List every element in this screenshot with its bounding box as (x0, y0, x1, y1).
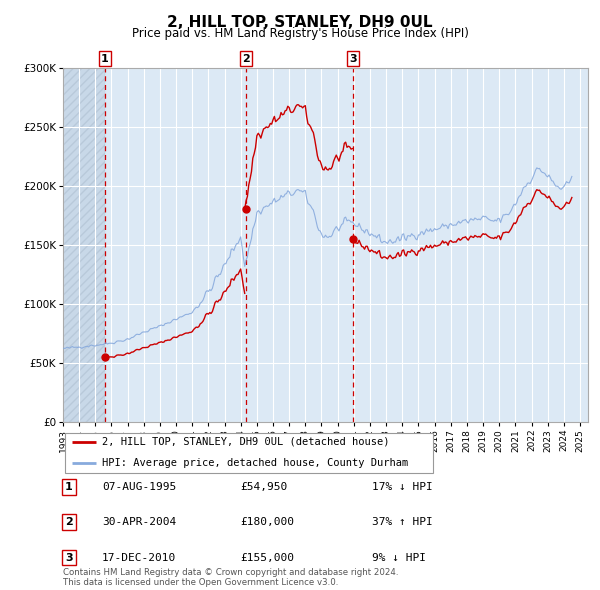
Text: 17-DEC-2010: 17-DEC-2010 (102, 553, 176, 562)
Text: 07-AUG-1995: 07-AUG-1995 (102, 482, 176, 491)
Bar (63, 68, 105, 422)
Text: 37% ↑ HPI: 37% ↑ HPI (372, 517, 433, 527)
Text: Price paid vs. HM Land Registry's House Price Index (HPI): Price paid vs. HM Land Registry's House … (131, 27, 469, 40)
Text: 1: 1 (65, 482, 73, 491)
Bar (63, 68, 105, 422)
Text: 9% ↓ HPI: 9% ↓ HPI (372, 553, 426, 562)
Text: 1: 1 (101, 54, 109, 64)
Text: £155,000: £155,000 (240, 553, 294, 562)
Text: 17% ↓ HPI: 17% ↓ HPI (372, 482, 433, 491)
Text: 3: 3 (65, 553, 73, 562)
Text: 30-APR-2004: 30-APR-2004 (102, 517, 176, 527)
Text: HPI: Average price, detached house, County Durham: HPI: Average price, detached house, Coun… (102, 458, 409, 467)
Text: 2, HILL TOP, STANLEY, DH9 0UL: 2, HILL TOP, STANLEY, DH9 0UL (167, 15, 433, 30)
Text: 3: 3 (349, 54, 357, 64)
FancyBboxPatch shape (65, 433, 433, 473)
Text: £180,000: £180,000 (240, 517, 294, 527)
Text: 2: 2 (65, 517, 73, 527)
Text: £54,950: £54,950 (240, 482, 287, 491)
Text: Contains HM Land Registry data © Crown copyright and database right 2024.
This d: Contains HM Land Registry data © Crown c… (63, 568, 398, 587)
Text: 2, HILL TOP, STANLEY, DH9 0UL (detached house): 2, HILL TOP, STANLEY, DH9 0UL (detached … (102, 437, 389, 447)
Text: 2: 2 (242, 54, 250, 64)
